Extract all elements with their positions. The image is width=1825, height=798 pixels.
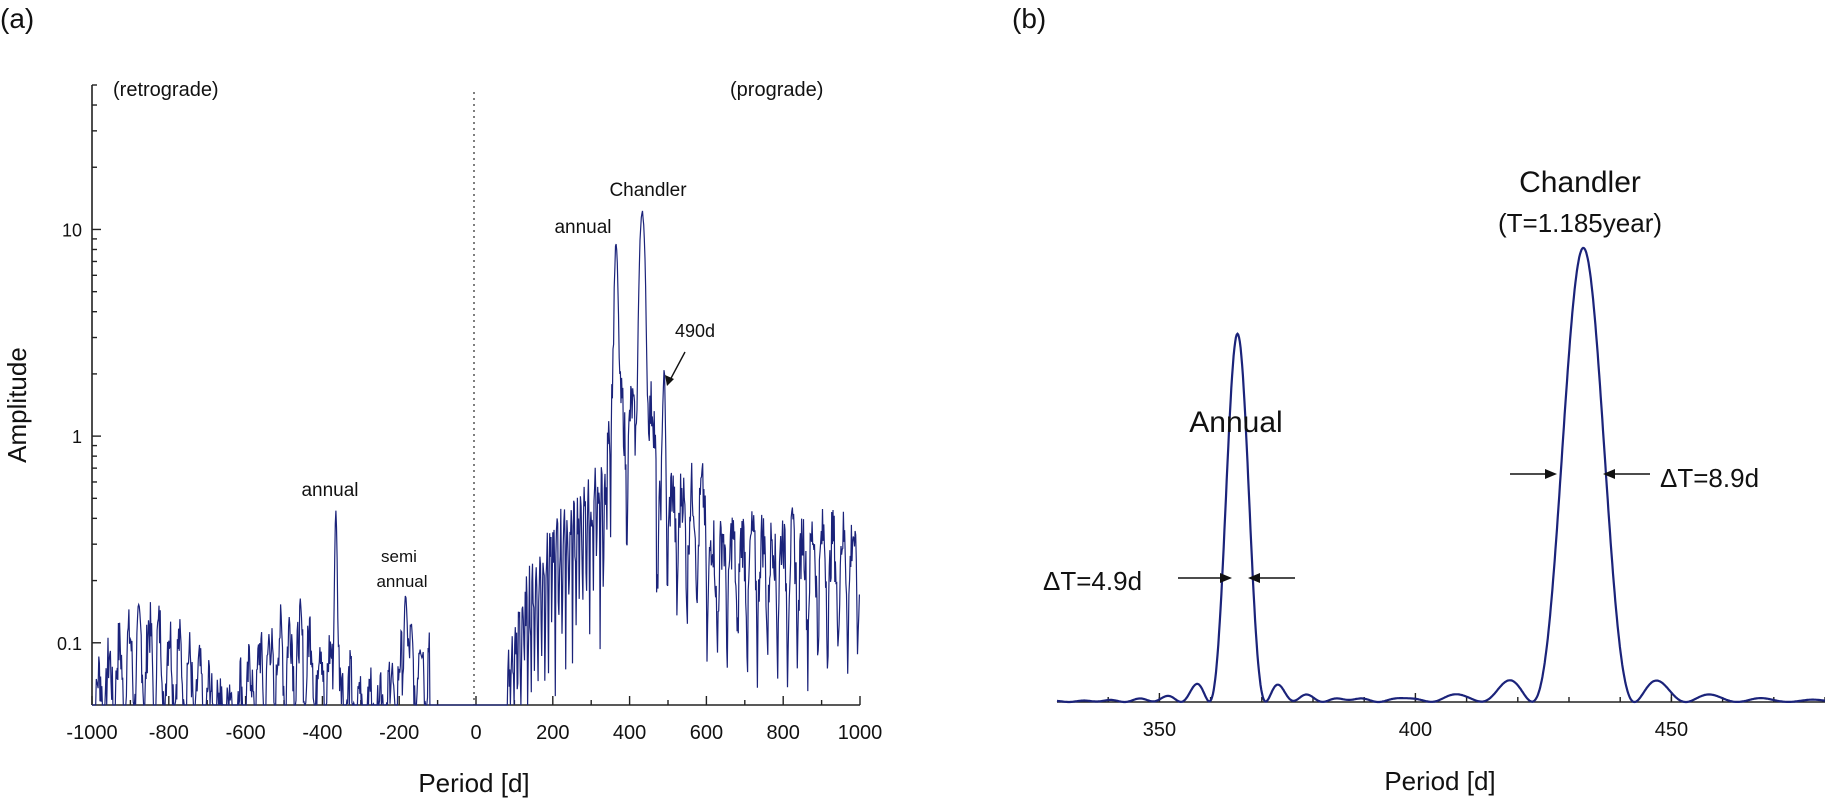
annotation-chandler: Chandler: [609, 180, 687, 201]
annotation-b-chandler-dt: ΔT=8.9d: [1660, 463, 1759, 493]
panel-a-x-tick-label: 0: [470, 722, 481, 744]
panel-a-y-tick-label: 0.1: [57, 634, 82, 654]
annotation-pro-annual: annual: [554, 217, 611, 238]
panel-a-spectrum-line: [92, 210, 860, 707]
panel-a-label: (a): [0, 3, 34, 34]
panel-b-xlabel: Period [d]: [1384, 766, 1495, 796]
panel-b-spectrum-line: [1056, 246, 1825, 704]
annotation-b-annual: Annual: [1189, 406, 1282, 439]
panel-a-x-tick-label: 400: [613, 722, 646, 744]
panel-a-x-tick-label: 1000: [838, 722, 883, 744]
annotation-semi-annual: annual: [376, 572, 427, 591]
panel-b-label: (b): [1012, 3, 1046, 34]
panel-a-x-tick-label: -600: [226, 722, 266, 744]
panel-a-x-tick-label: 600: [690, 722, 723, 744]
annotation-b-annual-dt: ΔT=4.9d: [1043, 566, 1142, 596]
panel-b-x-tick-label: 400: [1399, 719, 1432, 741]
panel-b-x-tick-label: 450: [1655, 719, 1688, 741]
panel-a: (a) 0.1 1 10 -1000 -800 -600 -400 -200 0 200 400 6…: [0, 3, 882, 798]
arrow-490d: [668, 351, 686, 383]
annotation-490d: 490d: [675, 321, 715, 341]
panel-a-x-tick-label: 800: [767, 722, 800, 744]
panel-b-x-ticks: 350 400 450: [1107, 693, 1825, 741]
arrow-chandler-right-head: [1603, 469, 1615, 479]
panel-a-x-tick-label: -400: [302, 722, 342, 744]
panel-a-x-tick-label: 200: [536, 722, 569, 744]
annotation-b-chandler-t: (T=1.185year): [1498, 208, 1662, 238]
panel-a-x-ticks: -1000 -800 -600 -400 -200 0 200 400 600 800 1000: [66, 696, 882, 744]
panel-a-y-tick-label: 10: [62, 220, 82, 240]
panel-a-xlabel: Period [d]: [418, 768, 529, 798]
panel-a-x-tick-label: -200: [379, 722, 419, 744]
panel-a-x-tick-label: -1000: [66, 722, 117, 744]
panel-a-region-prograde: (prograde): [730, 79, 823, 101]
panel-b-x-tick-label: 350: [1143, 719, 1176, 741]
panel-a-y-ticks: 0.1 1 10: [57, 84, 101, 654]
arrow-annual-left-head: [1220, 573, 1232, 583]
panel-b: (b) 350 400 450 Period [d] Annual ΔT=4.9d …: [1012, 3, 1825, 796]
arrow-annual-right-head: [1248, 573, 1260, 583]
annotation-b-chandler: Chandler: [1519, 166, 1641, 199]
panel-a-x-tick-label: -800: [149, 722, 189, 744]
annotation-semi: semi: [381, 547, 417, 566]
panel-a-region-retrograde: (retrograde): [113, 79, 219, 101]
panel-a-ylabel: Amplitude: [2, 347, 32, 463]
annotation-retro-annual: annual: [301, 480, 358, 501]
arrow-490d-head: [665, 375, 674, 386]
panel-a-y-tick-label: 1: [72, 427, 82, 447]
arrow-chandler-left-head: [1545, 469, 1557, 479]
